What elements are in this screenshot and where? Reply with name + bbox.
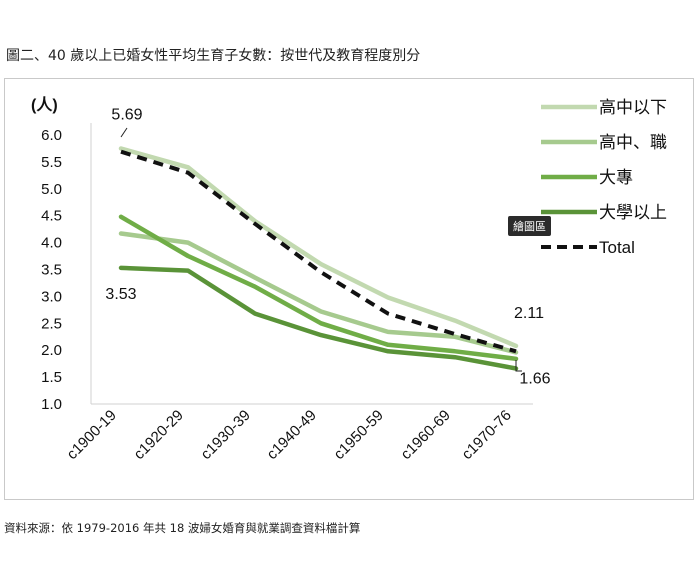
x-tick-label: c1920-29 [131, 407, 187, 463]
annotation-leader-line [515, 360, 522, 372]
y-tick-label: 5.0 [41, 181, 62, 198]
y-tick-label: 4.0 [41, 235, 62, 252]
series-line [118, 265, 519, 371]
series-line [118, 231, 519, 355]
page-title: 圖二、40 歲以上已婚女性平均生育子女數：按世代及教育程度別分 [6, 48, 421, 64]
y-tick-label: 4.5 [41, 208, 62, 225]
data-label: 5.69 [111, 107, 142, 124]
legend-label: 大專 [599, 168, 633, 187]
plot-area-tooltip: 繪圖區 [508, 216, 551, 236]
x-tick-label: c1950-59 [331, 407, 387, 463]
x-tick-label: c1900-19 [64, 407, 120, 463]
legend-label: 高中、職 [599, 133, 667, 152]
legend-label: Total [599, 238, 635, 257]
source-note: 資料來源：依 1979-2016 年共 18 波婦女婚育與就業調查資料檔計算 [4, 521, 361, 535]
series-line [118, 214, 519, 362]
legend-label: 高中以下 [599, 98, 667, 117]
x-tick-label: c1970-76 [459, 407, 515, 463]
x-tick-label: c1960-69 [398, 407, 454, 463]
series-line [118, 146, 519, 349]
data-label: 2.11 [514, 305, 544, 322]
annotation-leader-line [120, 127, 128, 138]
data-label: 3.53 [105, 286, 136, 303]
y-tick-label: 1.0 [41, 396, 62, 413]
y-tick-label: 5.5 [41, 154, 62, 171]
series-line [120, 149, 517, 354]
x-tick-label: c1940-49 [264, 407, 320, 463]
line-chart: (人) 1.0 1.5 2.0 2.5 3.0 3.5 4.0 4.5 5.0 5.5 6.0 c190… [31, 96, 667, 463]
y-tick-label: 2.5 [41, 315, 62, 332]
y-tick-label: 1.5 [41, 369, 62, 386]
y-tick-label: 6.0 [41, 127, 62, 144]
data-label: 1.66 [519, 370, 550, 387]
y-tick-label: 3.5 [41, 262, 62, 279]
chart-frame: (人) 1.0 1.5 2.0 2.5 3.0 3.5 4.0 4.5 5.0 5.5 6.0 c190… [4, 78, 694, 500]
y-axis-label: (人) [31, 96, 58, 114]
y-tick-label: 2.0 [41, 342, 62, 359]
y-tick-label: 3.0 [41, 288, 62, 305]
legend-label: 大學以上 [599, 203, 667, 222]
x-tick-label: c1930-39 [198, 407, 254, 463]
